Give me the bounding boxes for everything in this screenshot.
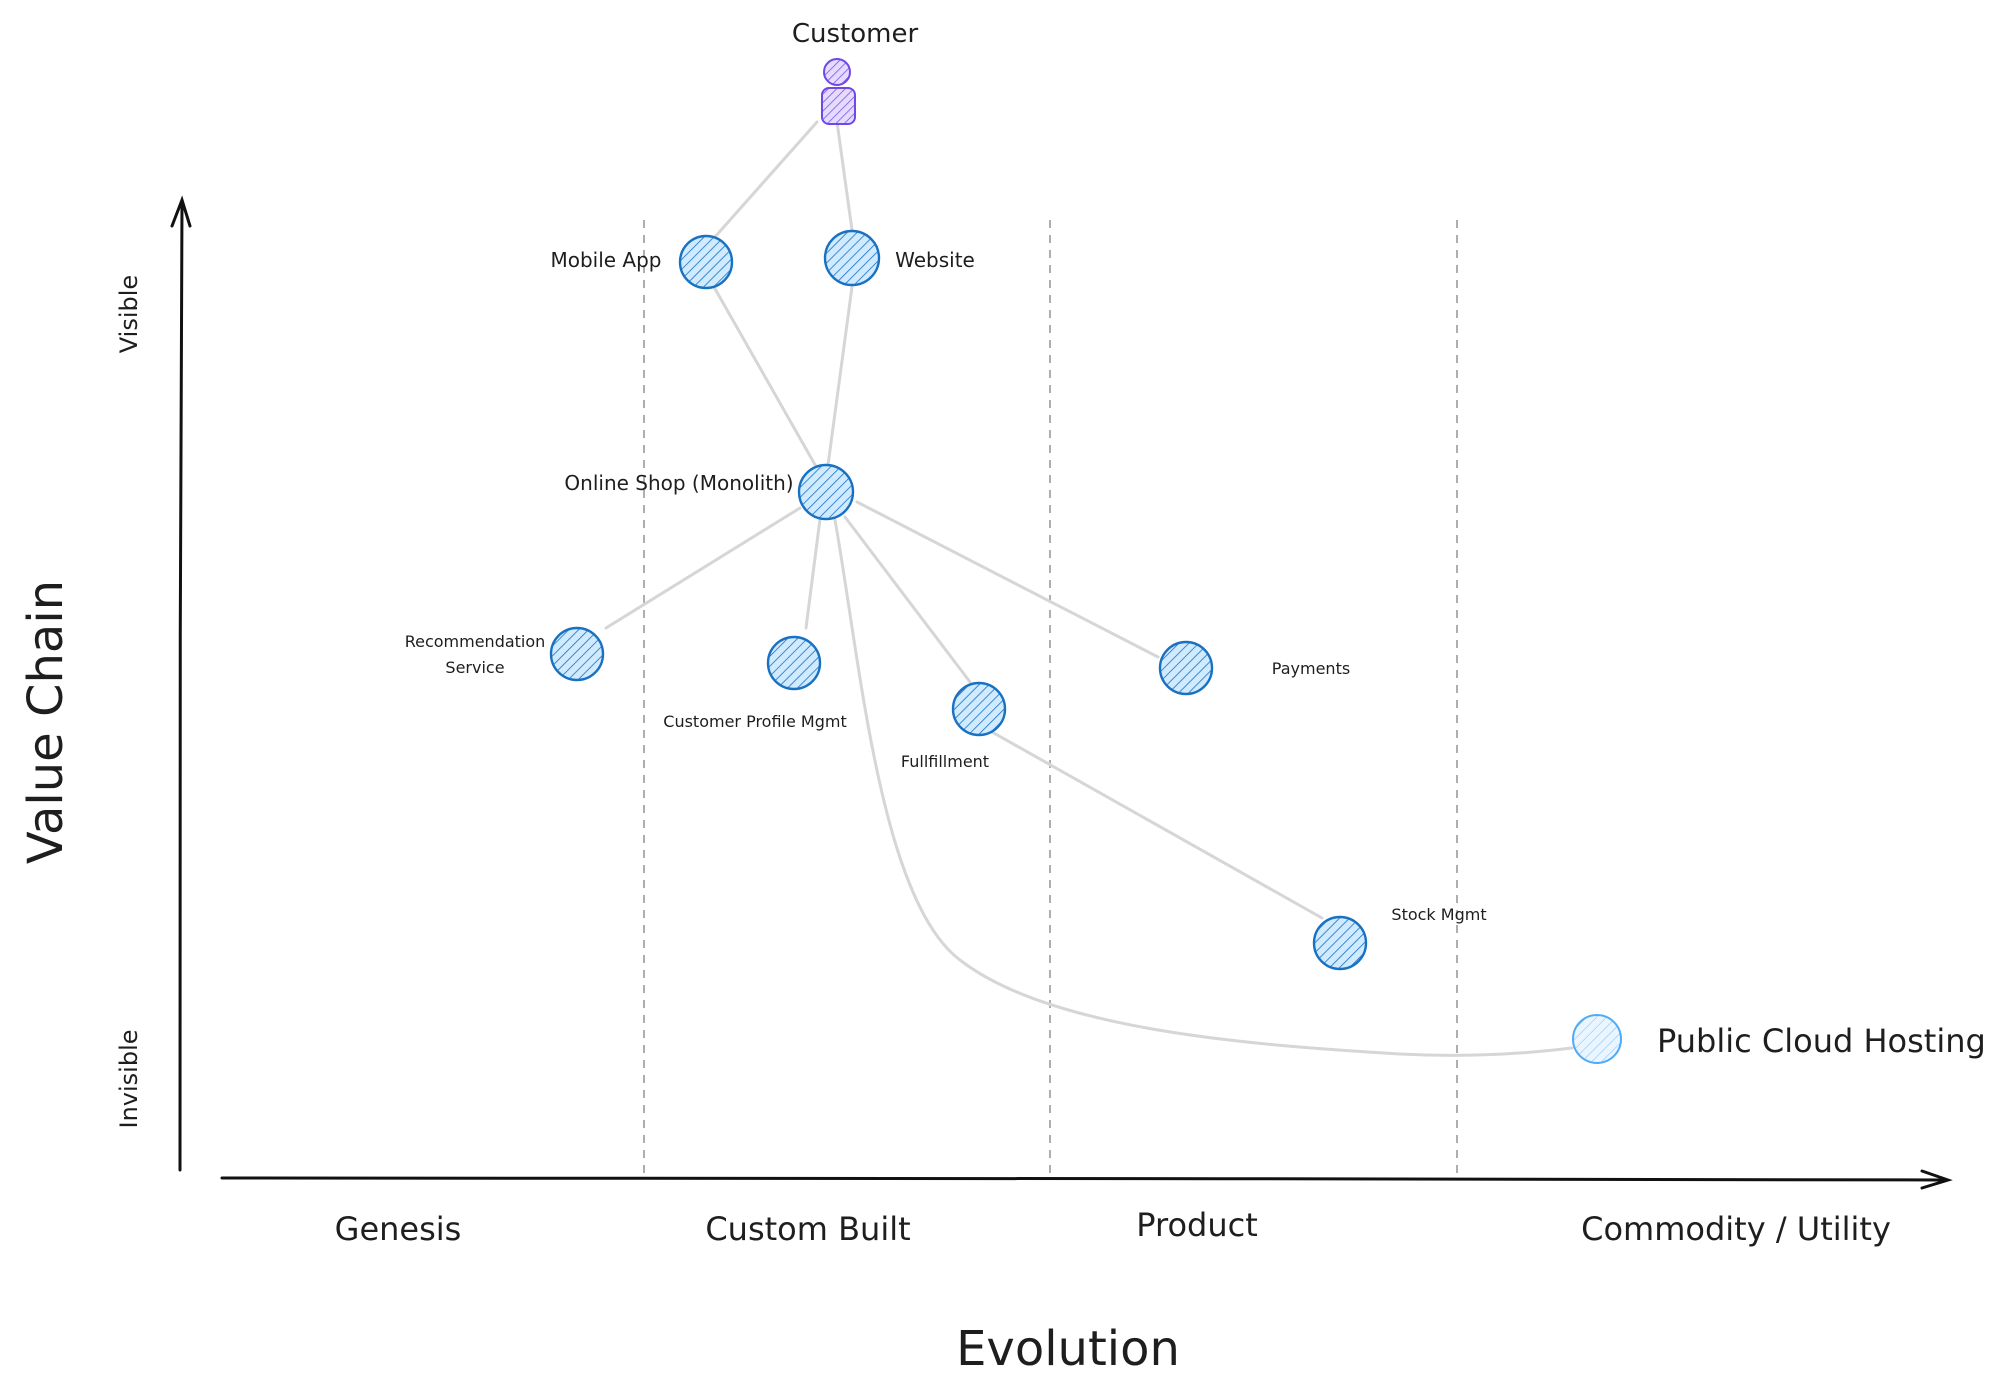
y-axis-arrowhead: [170, 195, 192, 228]
x-axis-title: Evolution: [956, 1321, 1180, 1377]
component-node[interactable]: [797, 463, 855, 521]
component-label: Stock Mgmt: [1391, 905, 1486, 924]
customer-label: Customer: [792, 19, 919, 49]
stage-label-genesis: Genesis: [335, 1210, 462, 1248]
link: [826, 285, 854, 467]
link: [843, 515, 972, 684]
component-label: Customer Profile Mgmt: [663, 712, 846, 731]
link: [604, 506, 802, 630]
component-node[interactable]: [823, 229, 881, 287]
x-axis-arrowhead: [1920, 1169, 1953, 1190]
link: [990, 730, 1324, 920]
stage-label-custom-built: Custom Built: [705, 1210, 910, 1248]
component-stock-mgmt[interactable]: Stock Mgmt: [1312, 905, 1487, 971]
component-label: Public Cloud Hosting: [1657, 1022, 1986, 1060]
x-axis: [220, 1176, 1948, 1182]
component-node[interactable]: [1312, 915, 1368, 971]
component-fulfillment[interactable]: Fullfillment: [901, 681, 1007, 771]
links: [604, 120, 1574, 1057]
component-payments[interactable]: Payments: [1158, 640, 1350, 696]
component-online-shop[interactable]: Online Shop (Monolith): [564, 463, 855, 521]
customer-actor[interactable]: Customer: [792, 19, 919, 125]
link: [833, 518, 1574, 1057]
component-node[interactable]: [1158, 640, 1214, 696]
component-label: Service: [445, 658, 504, 677]
component-label: Payments: [1272, 659, 1350, 678]
link: [712, 120, 819, 240]
person-icon: [821, 58, 856, 125]
component-recommendation-service[interactable]: Recommendation Service: [405, 626, 605, 682]
y-axis-visible-label: Visible: [115, 275, 143, 353]
component-node[interactable]: [678, 234, 734, 290]
y-axis: [178, 200, 184, 1172]
component-node[interactable]: [951, 681, 1007, 737]
stage-label-product: Product: [1136, 1206, 1258, 1244]
link: [712, 285, 820, 472]
component-label: Online Shop (Monolith): [564, 471, 793, 495]
component-label: Website: [895, 248, 975, 272]
component-label: Fullfillment: [901, 752, 989, 771]
y-axis-title: Value Chain: [18, 580, 74, 864]
component-node[interactable]: [1572, 1014, 1622, 1064]
y-axis-invisible-label: Invisible: [115, 1030, 143, 1129]
link: [855, 500, 1160, 659]
component-customer-profile-mgmt[interactable]: Customer Profile Mgmt: [663, 635, 847, 731]
link: [835, 120, 854, 232]
component-node[interactable]: [766, 635, 822, 691]
component-label: Recommendation: [405, 632, 546, 651]
component-label: Mobile App: [550, 248, 661, 272]
component-node[interactable]: [549, 626, 605, 682]
component-website[interactable]: Website: [823, 229, 975, 287]
link: [804, 517, 822, 630]
component-public-cloud-hosting[interactable]: Public Cloud Hosting: [1572, 1014, 1986, 1064]
stage-label-commodity: Commodity / Utility: [1581, 1210, 1891, 1248]
component-mobile-app[interactable]: Mobile App: [550, 234, 734, 290]
